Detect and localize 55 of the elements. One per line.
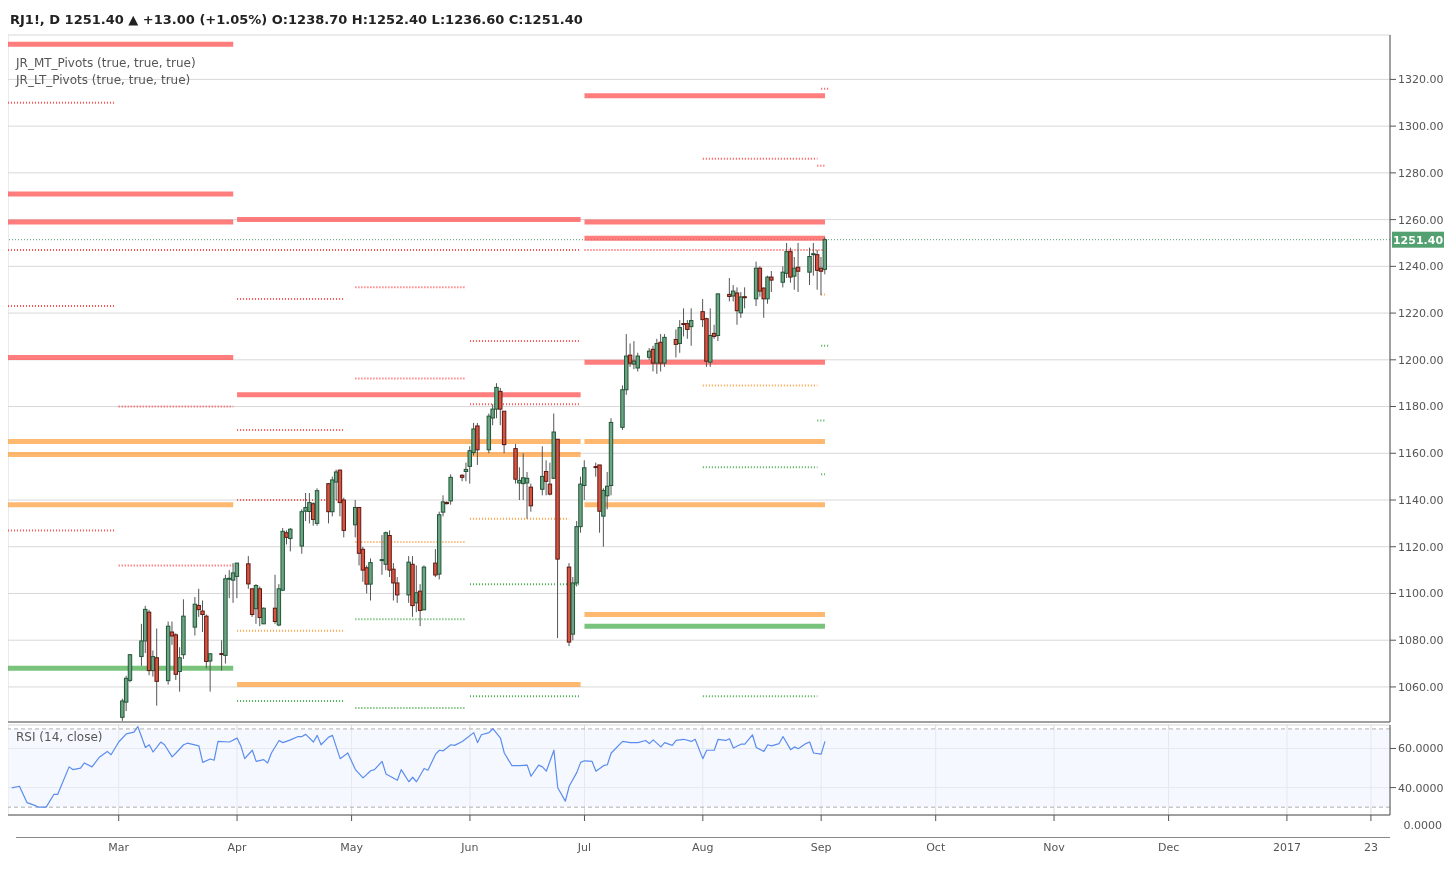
x-tick-label: Sep [810, 840, 832, 854]
candlestick [807, 247, 812, 286]
chart-title: RSI (14, close) [16, 729, 103, 746]
candlestick [207, 652, 213, 693]
y-tick-label: 1320.00 [1398, 73, 1444, 87]
candlestick [654, 338, 660, 375]
y-tick-label: 1240.00 [1398, 260, 1444, 274]
y-tick-label: 1220.00 [1398, 306, 1444, 320]
x-tick-label: May [340, 840, 364, 854]
x-tick-label: Oct [926, 840, 946, 854]
candlestick [688, 307, 694, 347]
y-tick-label: 1180.00 [1398, 400, 1444, 414]
candlestick [742, 286, 747, 309]
candlestick [765, 275, 770, 305]
x-tick-label: Nov [1043, 840, 1066, 854]
candlestick [540, 445, 545, 496]
annotation: JR_MT_Pivots (true, true, true) [16, 55, 196, 72]
text: 0.0000 [1403, 819, 1442, 832]
y-tick-label: 1200.00 [1398, 353, 1444, 367]
annotation: JR_LT_Pivots (true, true, true) [16, 72, 192, 89]
line-series [11, 725, 826, 808]
x-tick-label: Aug [692, 840, 714, 854]
candlestick [368, 557, 373, 601]
x-tick-label: Jun [460, 840, 479, 854]
x-tick-label: Jul [576, 840, 592, 854]
candlestick [219, 639, 224, 672]
y-tick-label: 60.0000 [1398, 742, 1444, 756]
y-tick-label: 1160.00 [1398, 447, 1444, 461]
y-tick-label: 1060.00 [1398, 680, 1444, 694]
candlestick [307, 492, 312, 524]
candlestick [547, 462, 553, 496]
x-tick-label: Dec [1157, 840, 1180, 854]
y-tick-label: 1260.00 [1398, 213, 1444, 227]
y-tick-label: 1080.00 [1398, 634, 1444, 648]
y-tick-label: 1120.00 [1398, 540, 1444, 554]
candlestick [475, 422, 480, 466]
x-tick-label: Apr [227, 840, 248, 854]
y-tick-label: 1280.00 [1398, 166, 1444, 180]
candlestick [524, 471, 530, 520]
y-tick-label: 1100.00 [1398, 587, 1444, 601]
y-tick-label: 1140.00 [1398, 493, 1444, 507]
chart-title: RJ1!, D 1251.40 ▲ +13.00 (+1.05%) O:1238.70 H:1252.40 L:1236.60 C:1251.40 [9, 11, 584, 29]
x-tick-label: Mar [108, 840, 130, 854]
candlestick [353, 499, 358, 538]
ref-line-label: 1251.40 [1392, 233, 1444, 247]
x-tick-label: 23 [1363, 840, 1378, 854]
candlestick [154, 628, 159, 707]
candlestick [230, 562, 236, 604]
y-tick-label: 1300.00 [1398, 120, 1444, 134]
y-tick-label: 40.0000 [1398, 781, 1444, 795]
candlestick [414, 564, 419, 613]
candlestick [234, 562, 240, 599]
candlestick [795, 242, 801, 293]
x-tick-label: 2017 [1272, 840, 1301, 854]
candlestick [769, 270, 774, 293]
